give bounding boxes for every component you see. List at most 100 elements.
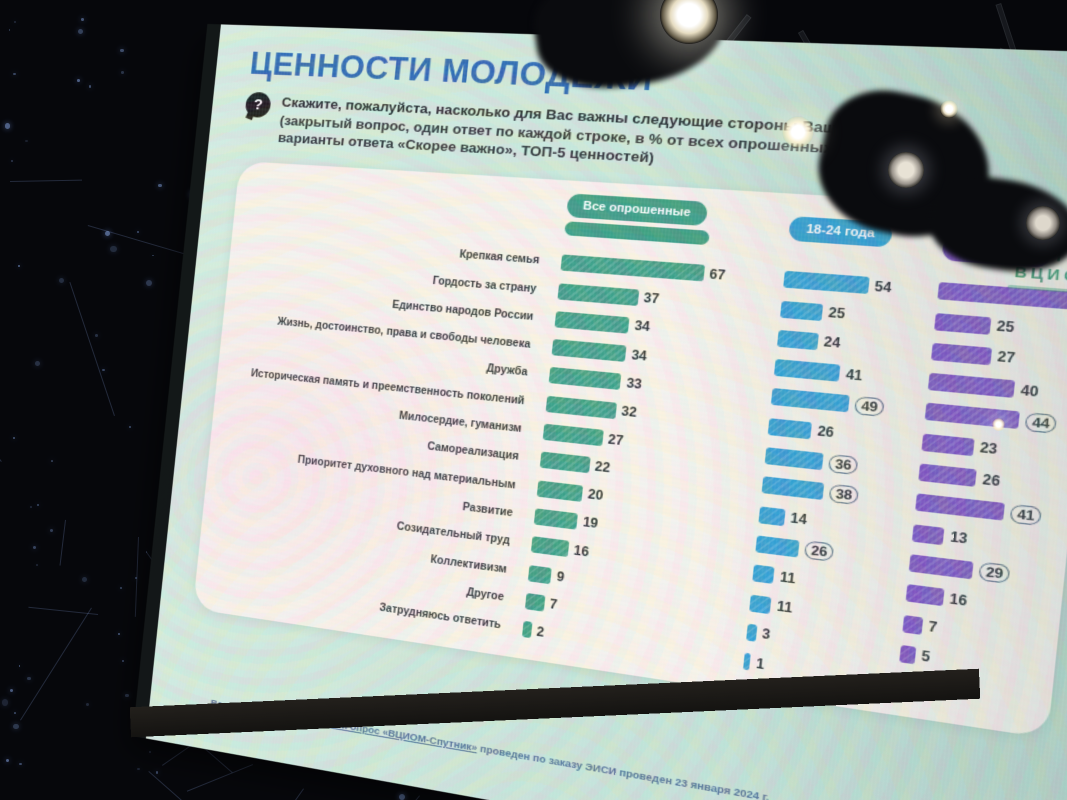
plexus-dot [156, 771, 159, 774]
question-mark-icon: ? [244, 91, 272, 119]
value-label: 22 [594, 458, 611, 476]
plexus-dot [151, 254, 154, 257]
plexus-dot [135, 576, 138, 580]
value-label: 16 [573, 542, 590, 560]
bar-18-24 [761, 476, 824, 501]
footer-rest: проведен по заказу ЭИСИ проведен 23 янва… [476, 742, 770, 800]
value-label: 25 [827, 304, 846, 322]
value-label: 14 [789, 510, 808, 528]
plexus-dot [81, 18, 84, 21]
plexus-dot [117, 633, 121, 636]
plexus-dot [14, 20, 17, 24]
value-label: 40 [1019, 381, 1040, 400]
value-label: 27 [996, 348, 1016, 367]
value-label: 34 [633, 318, 651, 335]
plexus-dot [49, 528, 53, 533]
plexus-dot [36, 504, 39, 507]
value-label: 3 [761, 626, 772, 643]
value-label-highlighted: 26 [804, 541, 835, 562]
plexus-dot [122, 660, 125, 663]
plexus-line [380, 795, 420, 800]
plexus-dot [58, 277, 65, 284]
bar-18-24 [743, 652, 752, 671]
value-label-highlighted: 29 [978, 562, 1011, 585]
bar-all [551, 339, 627, 363]
value-label-highlighted: 44 [1025, 412, 1058, 434]
plexus-line [28, 606, 99, 615]
bar-18-24 [755, 535, 800, 558]
value-label-highlighted: 38 [828, 483, 859, 505]
plexus-dot [5, 758, 10, 763]
plexus-dot [13, 72, 16, 76]
bar-all [527, 564, 553, 584]
plexus-line [218, 788, 304, 800]
plexus-dot [81, 577, 87, 583]
plexus-line [134, 537, 139, 617]
value-label: 27 [607, 431, 625, 448]
plexus-dot [125, 693, 129, 697]
bar-25-34 [915, 493, 1005, 521]
bar-25-34 [927, 372, 1016, 399]
stage-light-icon [1026, 206, 1060, 240]
legend-cell: Все опрошенные [564, 192, 777, 249]
bar-all [521, 620, 533, 639]
plexus-dot [35, 361, 40, 366]
plexus-line [148, 770, 246, 800]
bar-18-24 [770, 388, 850, 413]
plexus-dot [78, 29, 84, 35]
bar-all [542, 423, 604, 447]
plexus-dot [8, 29, 11, 31]
bar-25-34 [908, 554, 974, 580]
bar-all [536, 480, 584, 502]
bar-all [539, 451, 591, 474]
plexus-dot [30, 506, 32, 508]
bar-18-24 [764, 447, 824, 471]
plexus-dot [145, 550, 148, 553]
plexus-dot [51, 460, 53, 462]
value-label: 34 [630, 346, 648, 364]
value-label: 19 [582, 514, 599, 532]
bar-25-34 [918, 463, 978, 487]
legend-pill-all: Все опрошенные [566, 192, 709, 226]
value-label: 13 [949, 528, 969, 548]
plexus-dot [148, 751, 151, 754]
plexus-dot [10, 159, 13, 162]
plexus-dot [136, 230, 139, 233]
plexus-dot [18, 665, 21, 667]
value-label: 5 [920, 648, 931, 666]
value-label: 26 [816, 423, 835, 441]
plexus-dot [88, 85, 92, 88]
value-label-highlighted: 49 [854, 396, 885, 417]
bar-cell: 54 [783, 271, 924, 298]
value-label: 9 [555, 568, 566, 585]
bar-all [554, 311, 630, 334]
value-label: 26 [981, 470, 1002, 490]
plexus-dot [36, 564, 38, 566]
bar-all [557, 282, 639, 306]
bar-18-24 [767, 417, 813, 440]
bar-18-24 [752, 564, 775, 585]
bar-18-24 [776, 329, 819, 351]
bar-25-34 [899, 644, 916, 665]
plexus-dot [76, 79, 80, 82]
plexus-dot [94, 334, 98, 337]
plexus-dot [119, 586, 122, 589]
bar-25-34 [911, 523, 945, 545]
value-label: 33 [625, 375, 643, 392]
bar-18-24 [758, 506, 786, 526]
bar-18-24 [783, 271, 870, 295]
value-label: 20 [587, 486, 604, 504]
value-label: 11 [779, 568, 797, 587]
value-label: 7 [548, 596, 559, 613]
stage-light-icon [940, 100, 958, 118]
plexus-dot [129, 426, 132, 429]
plexus-dot [137, 767, 141, 771]
plexus-dot [5, 123, 11, 129]
plexus-line [59, 519, 66, 566]
plexus-dot [120, 48, 124, 52]
value-label: 2 [535, 623, 545, 640]
plexus-dot [1, 699, 9, 706]
bar-18-24 [780, 300, 824, 321]
plexus-line [0, 378, 2, 462]
